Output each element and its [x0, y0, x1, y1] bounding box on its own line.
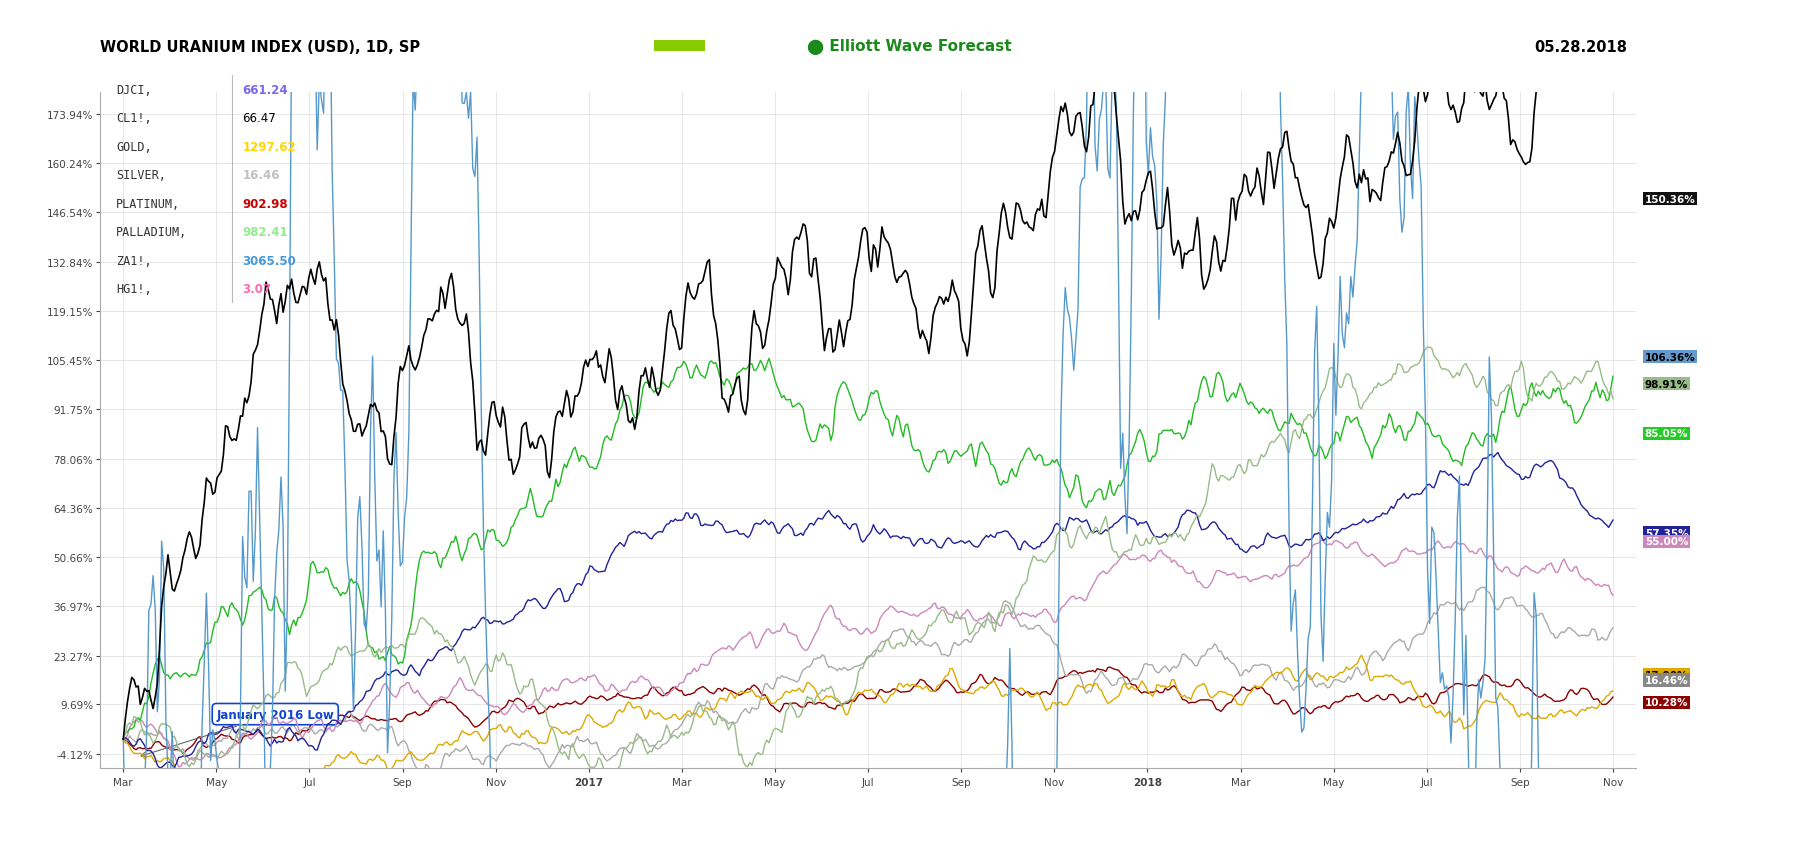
- Text: 3065.50: 3065.50: [242, 255, 296, 268]
- Text: PALLADIUM,: PALLADIUM,: [116, 226, 187, 239]
- Text: 05.28.2018: 05.28.2018: [1534, 40, 1627, 55]
- Text: ZA1!,: ZA1!,: [116, 255, 151, 268]
- Text: 57.35%: 57.35%: [1645, 528, 1689, 538]
- Text: 66.47: 66.47: [242, 112, 276, 125]
- Text: 1297.62: 1297.62: [242, 141, 296, 154]
- Text: 85.05%: 85.05%: [1645, 429, 1689, 439]
- Text: 150.36%: 150.36%: [1645, 194, 1696, 204]
- Text: 16.46: 16.46: [242, 169, 280, 182]
- Text: 3.07: 3.07: [242, 283, 271, 296]
- Text: ⬤ Elliott Wave Forecast: ⬤ Elliott Wave Forecast: [807, 39, 1011, 55]
- Text: 10.28%: 10.28%: [1645, 697, 1689, 707]
- Text: 55.00%: 55.00%: [1645, 537, 1689, 547]
- Text: 17.90%: 17.90%: [1645, 670, 1689, 680]
- Text: PLATINUM,: PLATINUM,: [116, 197, 180, 211]
- Text: DJCI,: DJCI,: [116, 84, 151, 97]
- Text: WORLD URANIUM INDEX (USD), 1D, SP: WORLD URANIUM INDEX (USD), 1D, SP: [100, 40, 420, 55]
- Text: HG1!,: HG1!,: [116, 283, 151, 296]
- Text: 98.91%: 98.91%: [1645, 379, 1689, 389]
- Text: SILVER,: SILVER,: [116, 169, 165, 182]
- Text: 661.24: 661.24: [242, 84, 287, 97]
- Text: GOLD,: GOLD,: [116, 141, 151, 154]
- Text: 982.41: 982.41: [242, 226, 287, 239]
- Text: CL1!,: CL1!,: [116, 112, 151, 125]
- Text: 106.36%: 106.36%: [1645, 352, 1696, 362]
- Text: 902.98: 902.98: [242, 197, 287, 211]
- Text: January 2016 Low: January 2016 Low: [142, 708, 335, 757]
- Text: 16.46%: 16.46%: [1645, 675, 1689, 685]
